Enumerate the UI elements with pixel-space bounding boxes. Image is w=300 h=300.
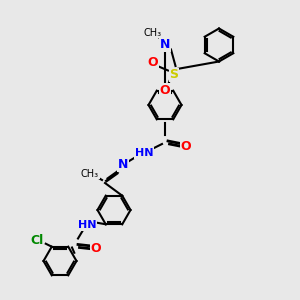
Text: Cl: Cl	[30, 234, 43, 247]
Text: CH₃: CH₃	[81, 169, 99, 179]
Text: O: O	[148, 56, 158, 70]
Text: O: O	[91, 242, 101, 256]
Text: N: N	[118, 158, 128, 172]
Text: S: S	[169, 68, 178, 82]
Text: N: N	[160, 38, 170, 52]
Text: O: O	[160, 83, 170, 97]
Text: CH₃: CH₃	[144, 28, 162, 38]
Text: O: O	[181, 140, 191, 154]
Text: HN: HN	[78, 220, 96, 230]
Text: HN: HN	[135, 148, 153, 158]
